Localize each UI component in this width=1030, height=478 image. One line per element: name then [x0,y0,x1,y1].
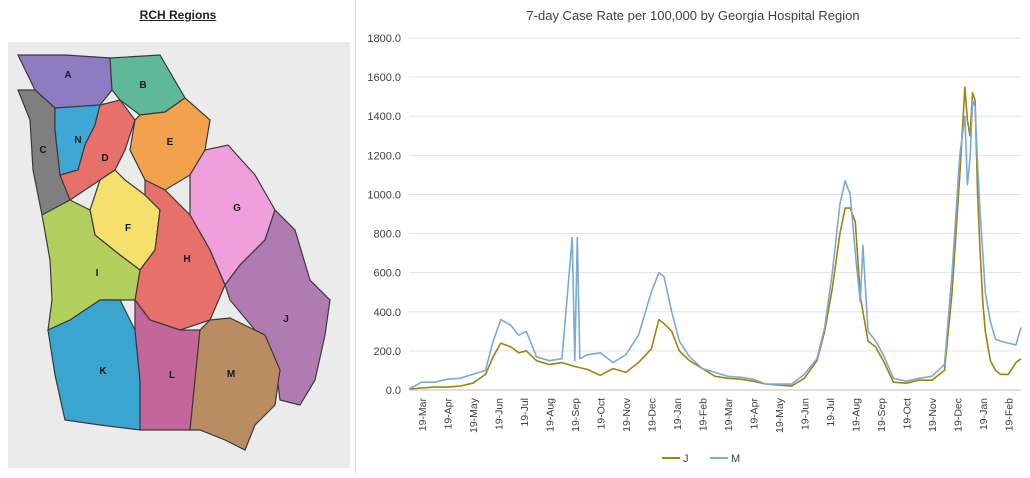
x-tick-label: 19-Nov [927,397,939,432]
series-j-line [408,86,1022,390]
region-map-panel: RCH Regions A B C N D E F G H I J K L M [0,0,356,473]
region-j-shape [224,208,331,406]
x-tick-label: 19-Feb [697,398,709,431]
region-m-label: M [227,369,235,380]
x-tick-label: 19-May [468,397,480,433]
region-e-label: E [167,137,174,148]
chart-title: 7-day Case Rate per 100,000 by Georgia H… [526,8,859,23]
map-title: RCH Regions [139,8,217,22]
series-m-line [408,99,1022,390]
region-j-label: J [283,314,289,325]
x-tick-label: 19-Aug [544,398,556,432]
region-f-label: F [125,223,131,234]
legend-label-m: M [731,453,740,465]
y-tick-label: 1000.0 [367,189,401,201]
x-tick-label: 19-Oct [595,398,607,430]
region-m-shape [189,317,281,451]
georgia-region-map: A B C N D E F G H I J K L M [17,54,331,451]
y-tick-label: 400.0 [373,307,401,319]
x-tick-label: 19-Jan [672,398,684,430]
y-tick-label: 800.0 [373,229,401,241]
region-n-label: N [74,135,81,146]
region-d-shape [59,99,136,201]
region-b-label: B [139,80,146,91]
y-tick-label: 600.0 [373,268,401,280]
x-tick-label: 19-Apr [442,397,454,429]
region-g-label: G [233,203,241,214]
x-tick-label: 19-Feb [1003,398,1015,431]
chart-panel: 7-day Case Rate per 100,000 by Georgia H… [357,0,1030,473]
x-tick-label: 19-Dec [952,398,964,432]
x-tick-label: 19-Nov [621,397,633,432]
x-tick-label: 19-Dec [646,398,658,432]
x-tick-label: 19-Apr [748,397,760,429]
region-l-label: L [169,370,175,381]
x-tick-label: 19-Jan [978,398,990,430]
x-tick-label: 19-Jul [519,398,531,427]
x-tick-label: 19-Jun [799,398,811,430]
x-tick-label: 19-Sep [570,398,582,432]
legend-label-j: J [683,453,689,465]
y-tick-label: 1600.0 [367,72,401,84]
region-d-label: D [101,153,108,164]
x-tick-label: 19-Jul [825,398,837,427]
region-c-label: C [39,145,46,156]
x-tick-label: 19-Oct [901,398,913,430]
x-tick-label: 19-Mar [417,398,429,432]
line-chart: 7-day Case Rate per 100,000 by Georgia H… [367,8,1022,465]
region-a-label: A [64,70,71,81]
region-i-label: I [96,268,99,279]
x-tick-label: 19-May [774,397,786,433]
y-tick-label: 1800.0 [367,33,401,45]
x-tick-label: 19-Sep [876,398,888,432]
y-tick-label: 1200.0 [367,150,401,162]
x-tick-label: 19-Mar [723,398,735,432]
region-k-label: K [99,366,107,377]
y-tick-label: 0.0 [386,385,401,397]
x-tick-label: 19-Aug [850,398,862,432]
x-tick-label: 19-Jun [493,398,505,430]
y-tick-label: 200.0 [373,346,401,358]
region-h-label: H [183,254,190,265]
y-tick-label: 1400.0 [367,111,401,123]
